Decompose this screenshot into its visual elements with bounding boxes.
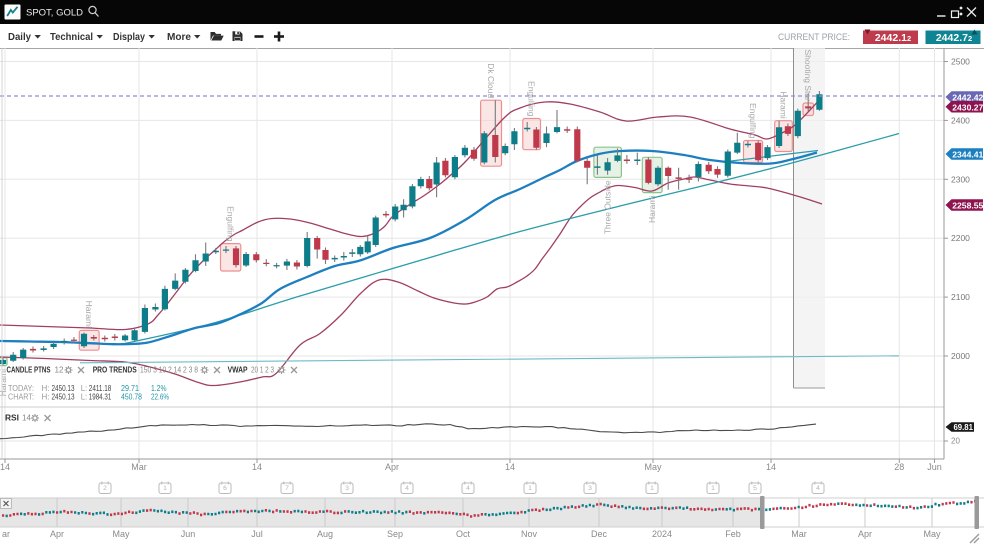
svg-text:14: 14 [505, 462, 515, 472]
svg-text:H:: H: [42, 384, 50, 393]
svg-text:2258.55: 2258.55 [952, 201, 983, 211]
svg-text:PRO TRENDS: PRO TRENDS [93, 366, 137, 375]
svg-text:1984.31: 1984.31 [89, 393, 112, 402]
svg-text:CANDLE PTNS: CANDLE PTNS [7, 366, 51, 375]
svg-text:2411.18: 2411.18 [89, 384, 112, 393]
svg-text:2442.12: 2442.12 [875, 32, 911, 44]
svg-text:ar: ar [2, 529, 10, 539]
svg-text:14: 14 [22, 414, 32, 423]
svg-text:1: 1 [711, 485, 715, 492]
svg-text:14: 14 [0, 462, 10, 472]
svg-text:Feb: Feb [725, 529, 741, 539]
svg-text:Apr: Apr [385, 462, 399, 472]
svg-text:3: 3 [588, 485, 592, 492]
svg-text:Jul: Jul [251, 529, 263, 539]
svg-text:2300: 2300 [951, 174, 970, 184]
svg-text:14: 14 [252, 462, 262, 472]
svg-text:2000: 2000 [951, 351, 970, 361]
svg-text:L:: L: [81, 393, 88, 402]
svg-text:Engulfing: Engulfing [527, 81, 537, 117]
svg-text:28: 28 [894, 462, 904, 472]
svg-text:Dk Cloud: Dk Cloud [486, 63, 496, 98]
svg-text:22.6%: 22.6% [151, 393, 169, 402]
svg-text:2200: 2200 [951, 233, 970, 243]
svg-text:Oct: Oct [456, 529, 471, 539]
svg-text:Harami: Harami [84, 301, 94, 329]
svg-text:20: 20 [951, 437, 960, 446]
svg-text:Sep: Sep [387, 529, 403, 539]
svg-text:6: 6 [223, 485, 227, 492]
svg-text:Technical: Technical [50, 31, 93, 43]
svg-text:L:: L: [81, 384, 88, 393]
svg-text:1.2%: 1.2% [151, 384, 167, 393]
svg-text:2400: 2400 [951, 115, 970, 125]
svg-text:Harami: Harami [779, 91, 789, 119]
svg-text:Jun: Jun [181, 529, 196, 539]
svg-text:Aug: Aug [317, 529, 333, 539]
svg-text:RSI: RSI [5, 414, 19, 423]
svg-text:CURRENT PRICE:: CURRENT PRICE: [778, 32, 850, 43]
svg-text:69.81: 69.81 [953, 423, 973, 432]
svg-text:2344.41: 2344.41 [952, 150, 983, 160]
svg-text:TODAY:: TODAY: [8, 384, 34, 393]
svg-text:VWAP: VWAP [228, 366, 248, 375]
svg-text:2100: 2100 [951, 292, 970, 302]
svg-text:Mar: Mar [131, 462, 147, 472]
svg-text:4: 4 [405, 485, 409, 492]
svg-text:Engulfing: Engulfing [748, 103, 758, 139]
svg-text:7: 7 [285, 485, 289, 492]
svg-text:29.71: 29.71 [121, 384, 139, 393]
svg-text:2442.42: 2442.42 [952, 93, 983, 103]
svg-text:Engulfing: Engulfing [226, 206, 236, 242]
svg-text:1: 1 [650, 485, 654, 492]
svg-text:4: 4 [816, 485, 820, 492]
svg-text:SPOT, GOLD: SPOT, GOLD [26, 7, 83, 18]
svg-text:More: More [167, 31, 191, 43]
svg-text:12: 12 [55, 366, 65, 375]
svg-text:2500: 2500 [951, 57, 970, 67]
svg-text:Mar: Mar [791, 529, 807, 539]
svg-text:Apr: Apr [50, 529, 64, 539]
svg-text:Three Outside: Three Outside [603, 180, 613, 234]
svg-text:H:: H: [42, 393, 50, 402]
svg-text:2430.27: 2430.27 [952, 102, 983, 112]
svg-text:2450.13: 2450.13 [52, 384, 75, 393]
svg-text:May: May [644, 462, 662, 472]
svg-text:Harami: Harami [647, 196, 657, 224]
svg-text:CHART:: CHART: [8, 393, 34, 402]
svg-text:Jun: Jun [927, 462, 942, 472]
svg-text:May: May [112, 529, 130, 539]
svg-text:1: 1 [528, 485, 532, 492]
svg-text:5: 5 [753, 485, 757, 492]
svg-text:Display: Display [113, 31, 145, 43]
svg-text:Harami: Harami [0, 369, 8, 397]
svg-text:20 1 2 3: 20 1 2 3 [251, 366, 274, 375]
svg-text:4: 4 [466, 485, 470, 492]
svg-text:3: 3 [345, 485, 349, 492]
svg-text:450.78: 450.78 [121, 393, 142, 402]
svg-text:2442.72: 2442.72 [936, 32, 972, 44]
svg-text:150 3 10 2 14 2 3 8: 150 3 10 2 14 2 3 8 [140, 366, 198, 375]
svg-text:Shooting Star: Shooting Star [803, 49, 813, 101]
svg-text:1: 1 [163, 485, 167, 492]
svg-text:2: 2 [103, 485, 107, 492]
svg-text:2450.13: 2450.13 [52, 393, 75, 402]
svg-text:Apr: Apr [858, 529, 872, 539]
svg-text:Dec: Dec [591, 529, 608, 539]
svg-text:May: May [923, 529, 941, 539]
svg-text:14: 14 [766, 462, 776, 472]
svg-text:2024: 2024 [652, 529, 672, 539]
svg-text:Nov: Nov [521, 529, 538, 539]
svg-text:Daily: Daily [8, 31, 31, 43]
